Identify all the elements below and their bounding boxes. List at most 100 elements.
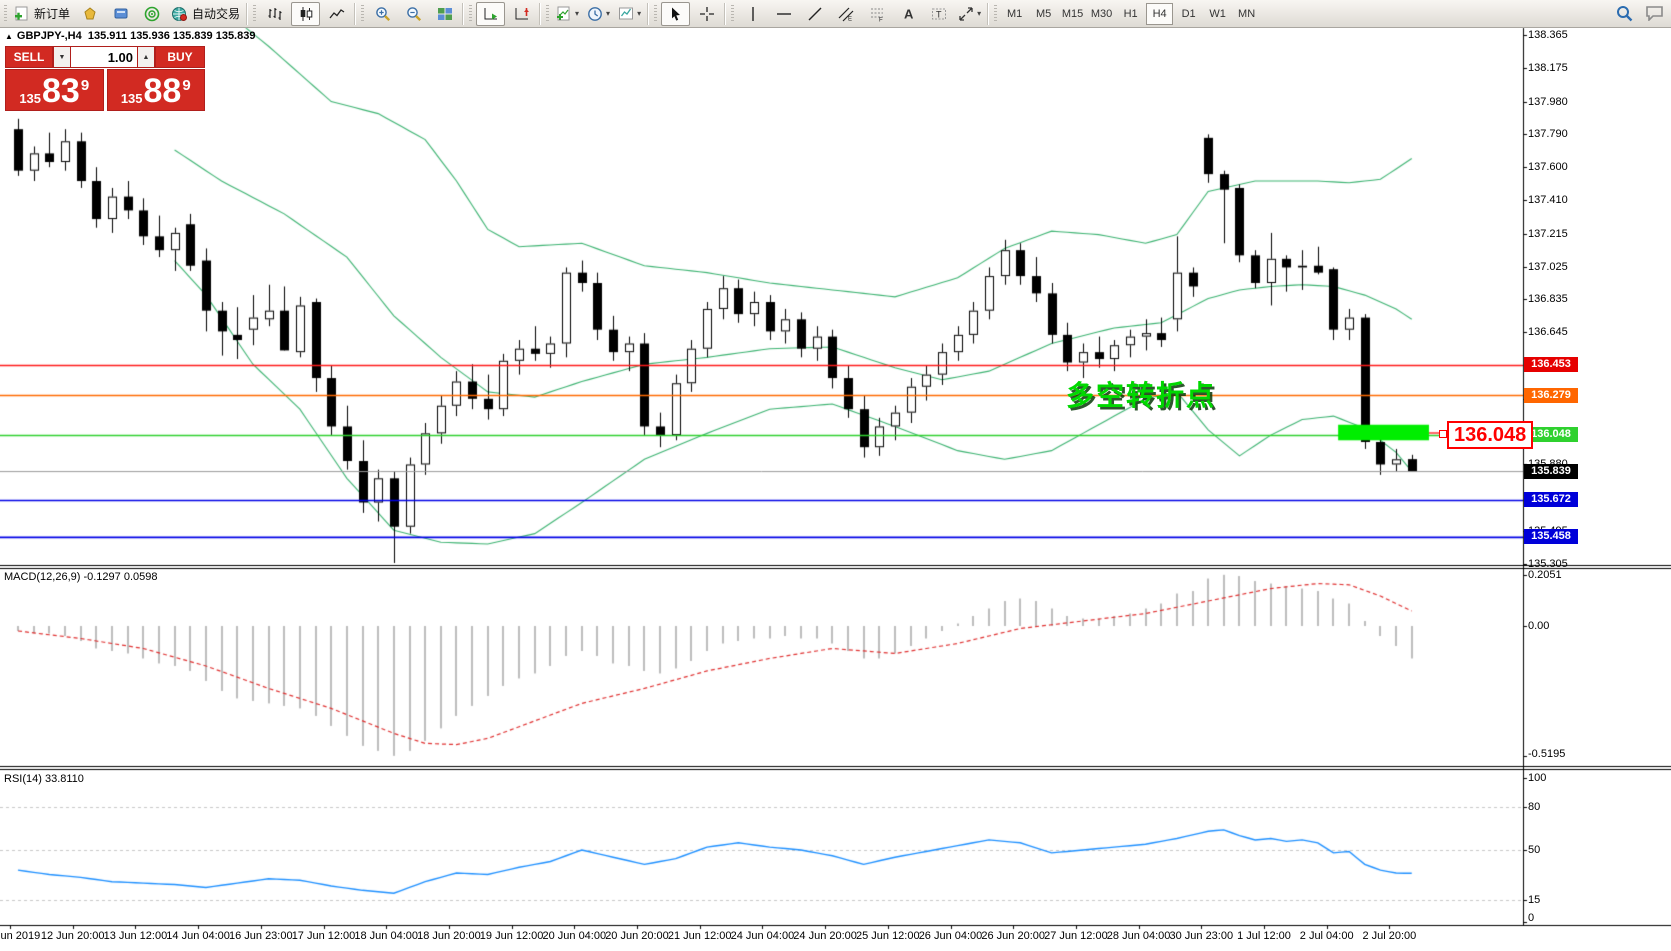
chart-title: ▲ GBPJPY-,H4 135.911 135.936 135.839 135.…: [5, 30, 255, 42]
toolbar-separator: [987, 2, 989, 25]
volume-decrease-button[interactable]: ▼: [53, 46, 71, 68]
time-axis-label: 28 Jun 04:00: [1106, 930, 1171, 942]
mql5-community-button[interactable]: [75, 2, 104, 26]
time-axis-label: 19 Jun 12:00: [479, 930, 544, 942]
bar-chart-button[interactable]: [260, 2, 289, 26]
price-badge: 136.279: [1524, 387, 1578, 403]
volume-input[interactable]: [71, 46, 137, 68]
trendline-button[interactable]: [800, 2, 829, 26]
crosshair-button[interactable]: [692, 2, 721, 26]
timeframe-button-m5[interactable]: M5: [1035, 7, 1052, 20]
toolbar-separator: [462, 2, 464, 25]
svg-text:A: A: [904, 6, 914, 21]
timeframe-button-h4[interactable]: H4: [1146, 2, 1174, 25]
time-axis-label: 2 Jul 04:00: [1299, 930, 1354, 942]
new-order-button[interactable]: 新订单: [11, 2, 73, 26]
auto-trading-button-label: 自动交易: [192, 7, 241, 21]
chevron-down-icon: ▾: [606, 9, 611, 18]
price-axis-label: 136.835: [1528, 293, 1568, 306]
sell-big-figure: 135: [19, 91, 42, 106]
horizontal-line-button[interactable]: [769, 2, 798, 26]
zoom-out-button[interactable]: [399, 2, 428, 26]
chat-icon[interactable]: [1643, 2, 1665, 24]
toolbar-grip: [361, 4, 365, 23]
chart-annotation-text[interactable]: 多空转折点: [1066, 380, 1217, 411]
arrows-button[interactable]: ▾: [955, 2, 984, 26]
toolbar-separator: [647, 2, 649, 25]
sell-pips: 83: [42, 72, 80, 110]
time-axis-label: 1 Jul 12:00: [1237, 930, 1291, 942]
time-axis-label: 12 Jun 2019: [0, 930, 41, 942]
price-axis-label: 138.175: [1528, 61, 1568, 74]
timeframe-button-m30[interactable]: M30: [1090, 7, 1113, 20]
time-axis-label: 24 Jun 20:00: [793, 930, 857, 942]
rsi-axis-label: 0: [1528, 912, 1535, 924]
templates-button[interactable]: ▾: [615, 2, 644, 26]
sell-button[interactable]: SELL: [5, 46, 53, 68]
time-axis-label: 26 Jun 04:00: [918, 930, 983, 942]
time-axis-label: 18 Jun 20:00: [417, 930, 481, 942]
svg-text:T: T: [936, 9, 942, 19]
toolbar-grip: [4, 4, 7, 23]
toolbar-grip: [994, 4, 998, 23]
time-axis-label: 16 Jun 23:00: [228, 930, 293, 942]
timeframe-button-m1[interactable]: M1: [1006, 7, 1023, 20]
volume-increase-button[interactable]: ▲: [137, 46, 155, 68]
timeframe-button-m15[interactable]: M15: [1061, 7, 1084, 20]
toolbar-grip: [253, 4, 257, 23]
signals-button[interactable]: [137, 2, 166, 26]
buy-price-button[interactable]: 135 88 9: [106, 69, 205, 111]
timeframe-button-h1[interactable]: H1: [1123, 7, 1138, 20]
line-chart-button[interactable]: [322, 2, 351, 26]
timeframe-button-mn[interactable]: MN: [1238, 7, 1256, 20]
chevron-down-icon: ▾: [977, 9, 982, 18]
time-axis-label: 18 Jun 04:00: [354, 930, 418, 942]
rsi-axis-label: 80: [1528, 800, 1541, 813]
text-label-button[interactable]: T: [924, 2, 953, 26]
sell-price-button[interactable]: 135 83 9: [5, 69, 104, 111]
search-icon[interactable]: [1613, 2, 1635, 24]
chart-ohlc-values: 135.911 135.936 135.839 135.839: [87, 30, 256, 42]
timeframe-button-w1[interactable]: W1: [1209, 7, 1226, 20]
toolbar-separator: [539, 2, 541, 25]
callout-anchor-handle[interactable]: [1439, 430, 1447, 438]
buy-pipette: 9: [182, 77, 191, 94]
tile-windows-button[interactable]: [430, 2, 459, 26]
price-callout-label[interactable]: 136.048: [1447, 421, 1534, 449]
sell-pipette: 9: [80, 77, 90, 94]
time-axis-label: 27 Jun 12:00: [1044, 930, 1108, 942]
metaeditor-button[interactable]: [106, 2, 135, 26]
price-axis-label: 137.025: [1528, 260, 1568, 273]
candlestick-button[interactable]: [291, 1, 321, 26]
equidistant-channel-button[interactable]: E: [831, 2, 860, 26]
time-axis-label: 21 Jun 12:00: [667, 930, 732, 942]
toolbar-grip: [731, 4, 735, 23]
collapse-marker-icon[interactable]: ▲: [5, 32, 13, 41]
time-axis-label: 24 Jun 04:00: [730, 930, 795, 942]
price-axis-label: 137.790: [1528, 128, 1568, 141]
zoom-in-button[interactable]: [368, 2, 397, 26]
price-axis-label: 135.305: [1528, 557, 1568, 570]
price-axis-label: 137.215: [1528, 227, 1568, 240]
chart-shift-button[interactable]: [507, 2, 536, 26]
indicators-button[interactable]: ▾: [553, 2, 582, 26]
buy-button[interactable]: BUY: [155, 46, 205, 68]
vertical-line-button[interactable]: [738, 2, 767, 26]
rsi-indicator-label: RSI(14) 33.8110: [4, 773, 84, 785]
rsi-axis-label: 15: [1528, 894, 1541, 907]
toolbar-buttons: 新订单 自动交易 ▾ ▾ ▾ E F A T ▾ M1 M5 M15 M30 H1 H4 D1 W1 MN: [0, 0, 1261, 27]
rsi-axis-label: 100: [1528, 772, 1547, 784]
cursor-button[interactable]: [661, 1, 691, 26]
time-axis-label: 25 Jun 12:00: [855, 930, 920, 942]
price-badge: 135.458: [1524, 529, 1578, 545]
auto-scroll-button[interactable]: [476, 1, 506, 26]
toolbar-right: [1613, 2, 1665, 24]
auto-trading-button[interactable]: 自动交易: [168, 2, 243, 26]
text-button[interactable]: A: [893, 2, 922, 26]
timeframe-button-d1[interactable]: D1: [1181, 7, 1196, 20]
price-badge: 136.453: [1524, 357, 1578, 373]
fibonacci-button[interactable]: F: [862, 2, 891, 26]
periods-button[interactable]: ▾: [584, 2, 613, 26]
